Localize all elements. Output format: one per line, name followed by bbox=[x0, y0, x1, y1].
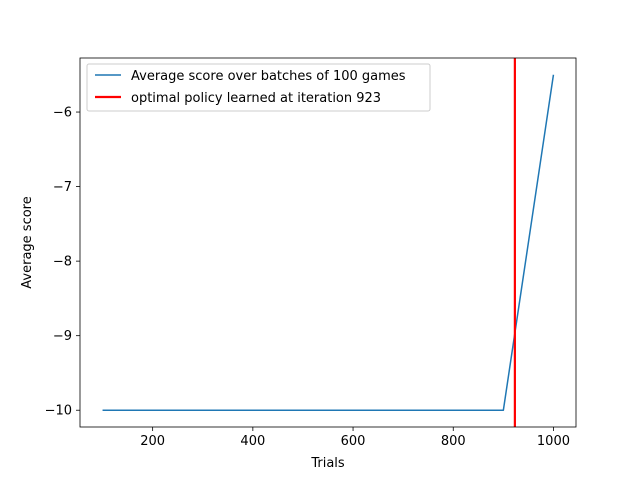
y-tick-label: −8 bbox=[53, 255, 72, 270]
y-tick-label: −10 bbox=[45, 404, 72, 419]
series-layer bbox=[102, 74, 555, 411]
y-axis-label: Average score bbox=[20, 196, 35, 288]
x-tick-label: 800 bbox=[441, 434, 466, 449]
x-tick-label: 600 bbox=[341, 434, 366, 449]
y-axis: −10 −9 −8 −7 −6 bbox=[45, 106, 80, 419]
legend: Average score over batches of 100 games … bbox=[86, 63, 431, 112]
x-axis-label: Trials bbox=[310, 456, 345, 471]
x-tick-label: 200 bbox=[140, 434, 165, 449]
legend-label-average-score: Average score over batches of 100 games bbox=[131, 69, 406, 84]
x-tick-label: 1000 bbox=[537, 434, 570, 449]
legend-box bbox=[86, 63, 431, 112]
axes-frame bbox=[79, 57, 577, 428]
y-tick-label: −7 bbox=[53, 180, 72, 195]
y-tick-label: −9 bbox=[53, 329, 72, 344]
x-axis: 200 400 600 800 1000 bbox=[140, 427, 570, 449]
y-tick-label: −6 bbox=[53, 106, 72, 121]
series-line bbox=[102, 74, 555, 411]
legend-label-optimal-policy: optimal policy learned at iteration 923 bbox=[131, 91, 381, 106]
plot-area bbox=[80, 58, 576, 427]
x-tick-label: 400 bbox=[240, 434, 265, 449]
